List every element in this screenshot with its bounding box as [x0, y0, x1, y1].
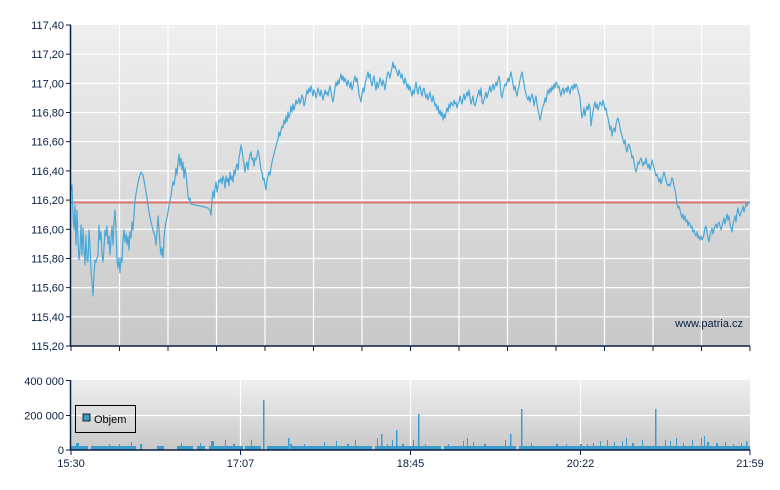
price-y-labels: 117,40 117,20 117,00 116,80 116,60 116,4…: [31, 20, 64, 353]
volume-bars: [71, 400, 750, 450]
price-tick-label: 116,40: [31, 166, 64, 178]
time-tick-label: 20:22: [567, 458, 595, 470]
volume-ticks: [66, 380, 751, 455]
time-tick-label: 17:07: [227, 458, 255, 470]
legend-label: Objem: [94, 414, 126, 426]
price-tick-label: 116,20: [31, 195, 64, 207]
legend: Objem: [75, 405, 136, 433]
price-tick-label: 116,80: [31, 108, 64, 120]
watermark: www.patria.cz: [674, 318, 743, 330]
volume-tick-label: 200 000: [24, 411, 64, 423]
legend-swatch: [82, 413, 91, 422]
volume-y-labels: 400 000 200 000 0: [24, 376, 64, 457]
time-tick-label: 15:30: [57, 458, 85, 470]
price-tick-label: 117,40: [31, 20, 64, 32]
price-tick-label: 116,00: [31, 224, 64, 236]
price-y-ticks: [66, 24, 71, 347]
volume-grid: [71, 380, 750, 450]
legend-box: [75, 405, 136, 433]
price-line: [70, 61, 751, 297]
volume-tick-label: 0: [58, 445, 64, 457]
price-tick-label: 115,60: [31, 283, 64, 295]
price-tick-label: 115,40: [31, 312, 64, 324]
time-axis-labels: 15:30 17:07 18:45 20:22 21:59: [57, 458, 764, 470]
price-panel: 117,40 117,20 117,00 116,80 116,60 116,4…: [31, 20, 751, 353]
price-tick-label: 115,80: [31, 254, 64, 266]
time-tick-label: 18:45: [397, 458, 425, 470]
price-tick-label: 117,00: [31, 78, 64, 90]
time-tick-label: 21:59: [736, 458, 764, 470]
price-x-ticks: [70, 346, 751, 351]
price-tick-label: 115,20: [31, 341, 64, 353]
price-tick-label: 117,20: [31, 49, 64, 61]
price-tick-label: 116,60: [31, 137, 64, 149]
volume-panel: Objem 400 000 200 000 0 15:30 17:07 18:4…: [24, 376, 764, 470]
volume-tick-label: 400 000: [24, 376, 64, 388]
